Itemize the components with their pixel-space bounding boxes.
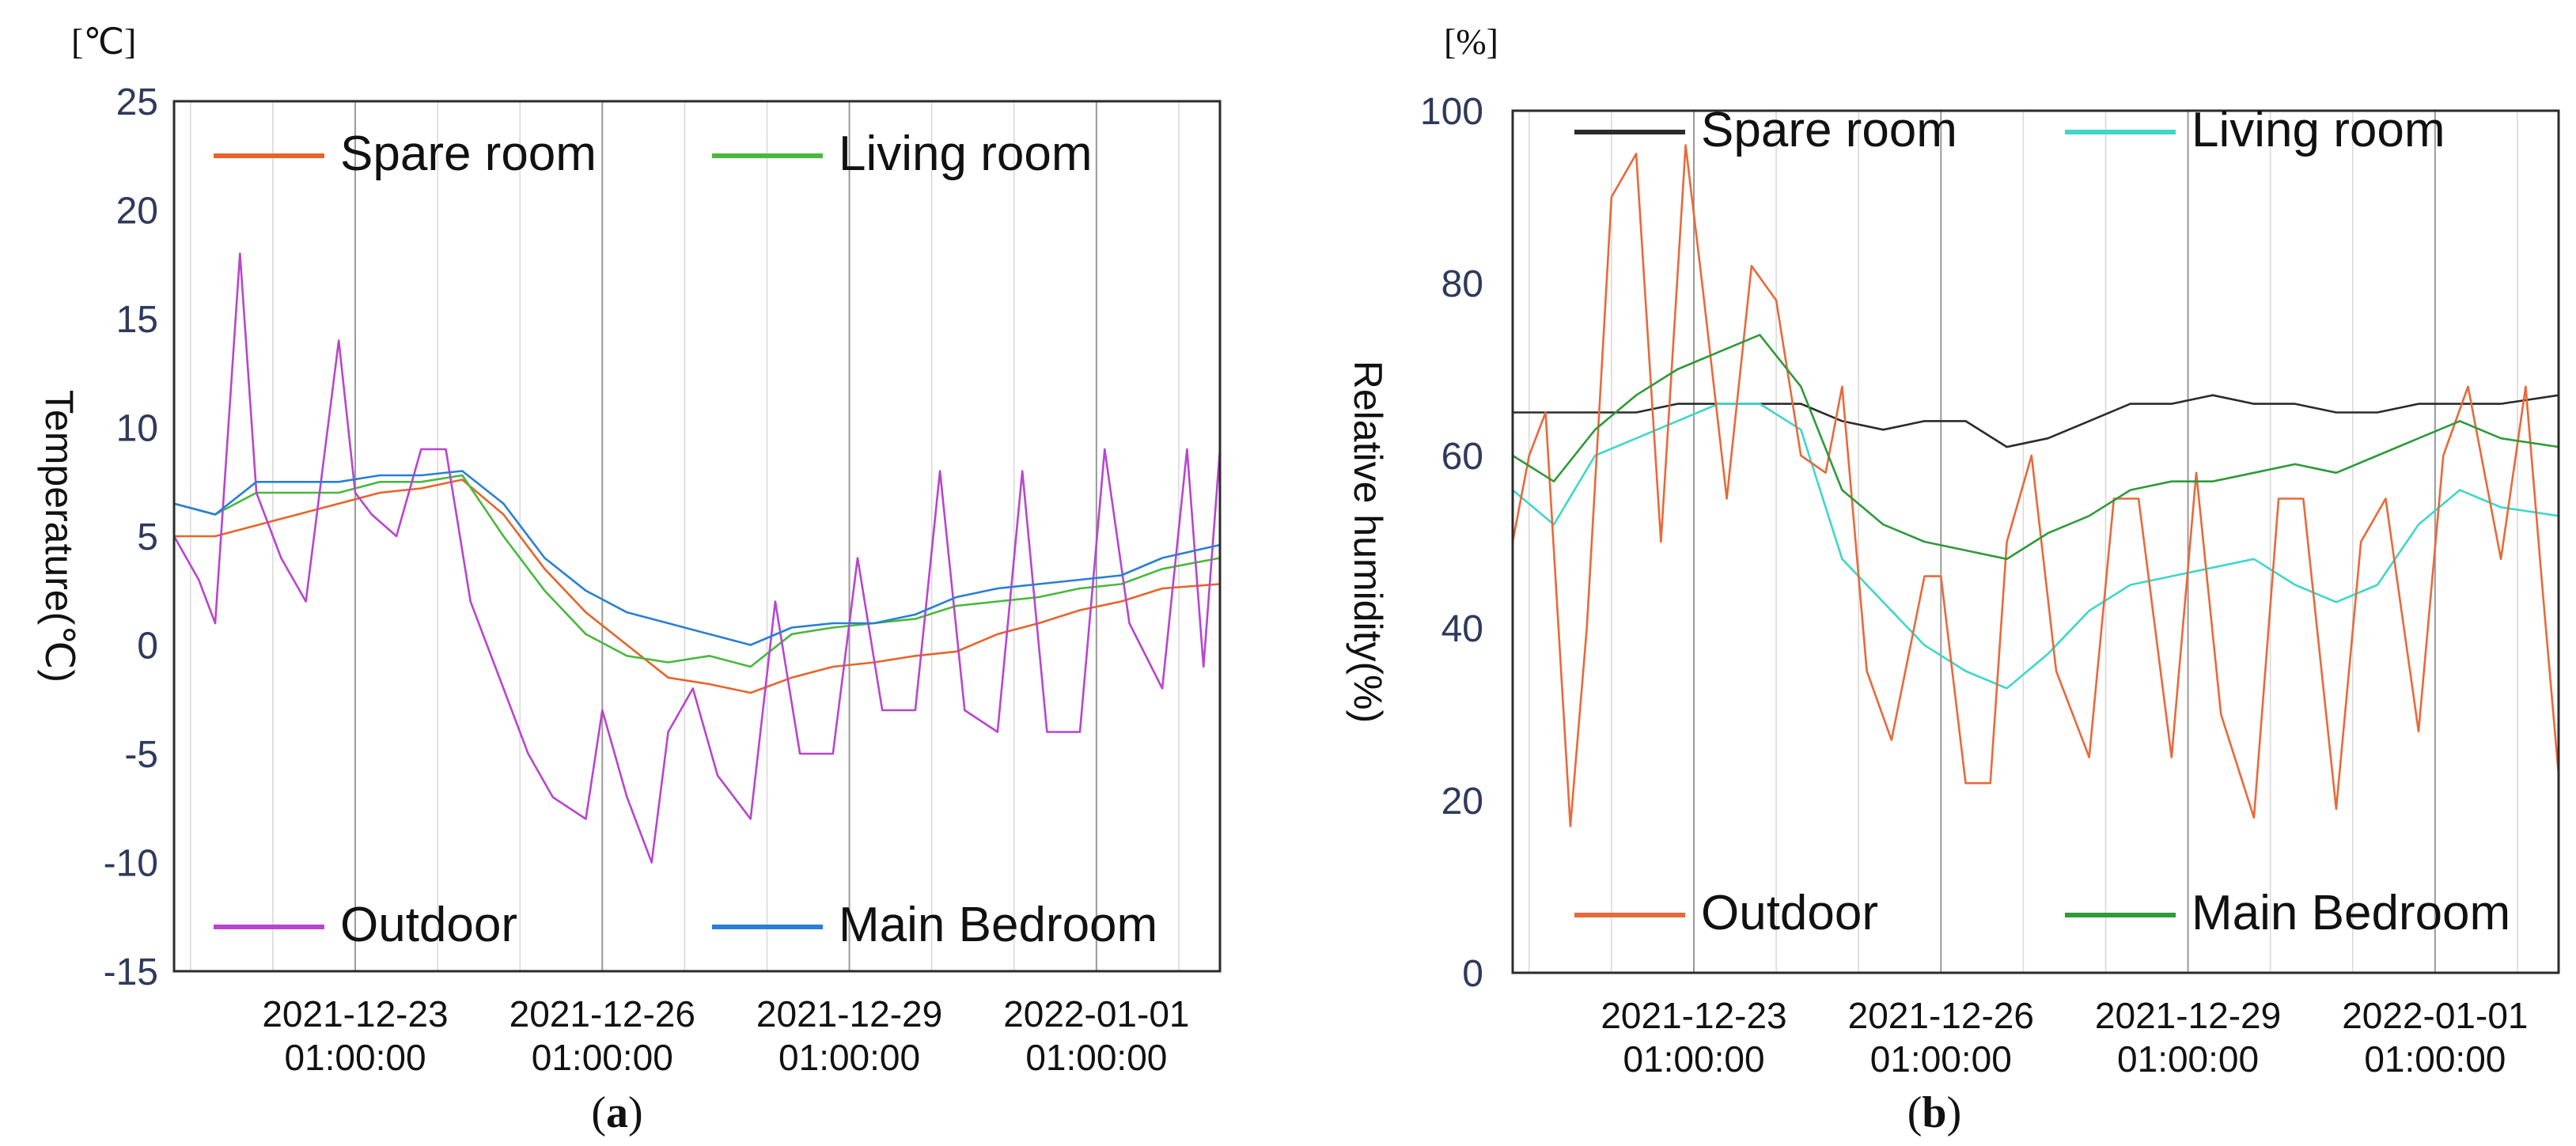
humidity-unit-label: [%] bbox=[1444, 21, 1498, 62]
x-tick-date-label: 2021-12-23 bbox=[1601, 995, 1786, 1036]
y-tick-label: -10 bbox=[104, 843, 158, 885]
humidity-y-axis-label: Relative humidity(%) bbox=[1346, 361, 1390, 723]
legend-label-living-room: Living room bbox=[2191, 103, 2445, 157]
series-line-outdoor bbox=[1511, 144, 2560, 827]
legend-label-spare-room: Spare room bbox=[340, 127, 597, 181]
x-tick-date-label: 2021-12-26 bbox=[1848, 995, 2034, 1036]
x-tick-time-label: 01:00:00 bbox=[2364, 1038, 2506, 1080]
series-line-main-bedroom bbox=[1512, 334, 2559, 561]
x-tick-time-label: 01:00:00 bbox=[2117, 1038, 2259, 1080]
x-tick-date-label: 2021-12-23 bbox=[262, 993, 448, 1034]
humidity-series-group bbox=[1511, 144, 2560, 827]
temperature-plot-frame bbox=[172, 100, 1222, 973]
x-tick-time-label: 01:00:00 bbox=[284, 1037, 426, 1078]
y-tick-label: 20 bbox=[116, 191, 158, 233]
humidity-plot-frame bbox=[1511, 109, 2560, 974]
x-tick-time-label: 01:00:00 bbox=[532, 1037, 673, 1078]
y-tick-label: 0 bbox=[1462, 953, 1483, 995]
y-tick-label: 60 bbox=[1441, 436, 1483, 478]
x-tick-date-label: 2022-01-01 bbox=[2342, 995, 2528, 1036]
x-tick-date-label: 2021-12-29 bbox=[756, 993, 942, 1034]
panel-label-b: (b) bbox=[1907, 1088, 1961, 1137]
temperature-legend: Spare room Living room Outdoor Main Bedroom bbox=[214, 127, 1157, 952]
series-line-spare-room bbox=[1513, 394, 2559, 448]
y-tick-label: -15 bbox=[104, 951, 158, 993]
temperature-y-axis-label: Temperature(℃) bbox=[37, 390, 81, 683]
legend-label-spare-room: Spare room bbox=[1701, 103, 1957, 157]
humidity-gridlines bbox=[1529, 111, 2518, 973]
x-tick-date-label: 2022-01-01 bbox=[1003, 993, 1189, 1034]
series-line-living-room bbox=[173, 474, 1221, 668]
y-tick-label: 0 bbox=[137, 626, 158, 668]
legend-label-outdoor: Outdoor bbox=[1701, 886, 1878, 940]
series-line-main-bedroom bbox=[173, 470, 1221, 646]
temperature-series-group bbox=[172, 252, 1222, 864]
y-tick-label: 10 bbox=[116, 408, 158, 450]
temperature-unit-label: [℃] bbox=[71, 21, 136, 62]
x-tick-time-label: 01:00:00 bbox=[1870, 1038, 2012, 1080]
y-tick-label: -5 bbox=[124, 734, 158, 776]
temperature-gridlines bbox=[190, 101, 1180, 971]
humidity-y-ticks: 100 80 60 40 20 0 bbox=[1420, 91, 1483, 995]
series-line-spare-room bbox=[174, 478, 1221, 694]
temperature-x-ticks: 2021-12-2301:00:002021-12-2601:00:002021… bbox=[262, 993, 1189, 1078]
y-tick-label: 25 bbox=[116, 81, 158, 123]
y-tick-label: 100 bbox=[1420, 91, 1483, 133]
x-tick-time-label: 01:00:00 bbox=[1025, 1037, 1167, 1078]
y-tick-label: 20 bbox=[1441, 781, 1483, 823]
legend-label-main-bedroom: Main Bedroom bbox=[2191, 886, 2510, 940]
humidity-legend: Spare room Living room Outdoor Main Bedroom bbox=[1574, 103, 2510, 940]
x-tick-time-label: 01:00:00 bbox=[778, 1037, 920, 1078]
legend-label-outdoor: Outdoor bbox=[340, 898, 517, 952]
x-tick-date-label: 2021-12-26 bbox=[510, 993, 695, 1034]
panel-label-a: (a) bbox=[591, 1088, 642, 1137]
series-line-living-room bbox=[1512, 403, 2559, 690]
legend-label-main-bedroom: Main Bedroom bbox=[839, 898, 1157, 952]
legend-label-living-room: Living room bbox=[839, 127, 1092, 181]
x-tick-time-label: 01:00:00 bbox=[1623, 1038, 1764, 1080]
y-tick-label: 80 bbox=[1441, 263, 1483, 305]
humidity-x-ticks: 2021-12-2301:00:002021-12-2601:00:002021… bbox=[1601, 995, 2528, 1080]
y-tick-label: 15 bbox=[116, 299, 158, 341]
temperature-y-ticks: 25 20 15 10 5 0 -5 -10 -15 bbox=[104, 81, 158, 993]
x-tick-date-label: 2021-12-29 bbox=[2095, 995, 2281, 1036]
y-tick-label: 5 bbox=[137, 516, 158, 558]
y-tick-label: 40 bbox=[1441, 608, 1483, 650]
series-line-outdoor bbox=[172, 252, 1222, 864]
